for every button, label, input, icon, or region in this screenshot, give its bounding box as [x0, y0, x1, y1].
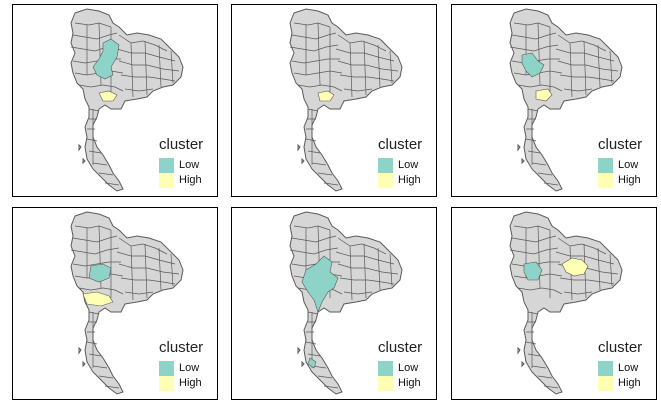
legend: cluster Low High [368, 136, 432, 192]
legend-swatch-low [598, 361, 613, 376]
map-panel-5: cluster Low High [231, 207, 437, 400]
legend-label-low: Low [179, 362, 200, 374]
legend-title: cluster [598, 136, 643, 153]
legend-label-high: High [179, 377, 202, 389]
cluster-high-region-2 [561, 257, 589, 277]
legend-swatch-high [598, 376, 613, 391]
cluster-high-region-2 [82, 291, 114, 307]
legend-label-high: High [179, 174, 202, 186]
province-borders-north [289, 22, 343, 95]
province-borders-south [86, 108, 120, 186]
province-borders-northeast [335, 34, 399, 98]
thailand-map [70, 211, 184, 395]
thailand-map [70, 8, 184, 192]
province-borders [289, 22, 399, 186]
thailand-map [289, 211, 403, 395]
legend-label-high: High [398, 377, 421, 389]
legend-label-high: High [618, 377, 641, 389]
cluster-low-region-1 [92, 38, 120, 80]
legend-label-high: High [398, 174, 421, 186]
thailand-islands [517, 346, 525, 368]
cluster-low-region-1 [301, 255, 339, 313]
legend-label-low: Low [398, 159, 419, 171]
province-borders-northeast [116, 237, 180, 301]
province-borders-northeast [555, 34, 619, 98]
province-borders [70, 22, 180, 186]
legend: cluster Low High [149, 136, 213, 192]
legend-swatch-high [159, 173, 174, 188]
province-borders-south [305, 108, 339, 186]
cluster-high-region-2 [98, 90, 118, 102]
legend-swatch-low [378, 361, 393, 376]
thailand-islands [297, 346, 305, 368]
map-panel-2: cluster Low High [231, 4, 437, 197]
cluster-high-region-2 [535, 88, 553, 102]
legend-swatch-low [159, 361, 174, 376]
thailand-map [509, 211, 623, 395]
province-borders-south [525, 108, 559, 186]
province-borders [70, 225, 180, 389]
legend-swatch-low [378, 158, 393, 173]
legend-label-high: High [618, 174, 641, 186]
cluster-low-region-2 [307, 357, 317, 369]
map-panel-6: cluster Low High [451, 207, 657, 400]
province-borders-south [305, 311, 339, 389]
legend: cluster Low High [149, 339, 213, 395]
province-borders-northeast [116, 34, 180, 98]
cluster-low-region-1 [521, 52, 545, 78]
cluster-highlights [523, 257, 589, 281]
legend-swatch-low [159, 158, 174, 173]
thailand-islands [78, 143, 86, 165]
legend-label-low: Low [398, 362, 419, 374]
cluster-high-region-1 [317, 90, 335, 102]
legend-swatch-low [598, 158, 613, 173]
legend: cluster Low High [588, 136, 652, 192]
thailand-islands [517, 143, 525, 165]
legend-swatch-high [598, 173, 613, 188]
province-borders-south [86, 311, 120, 389]
legend: cluster Low High [588, 339, 652, 395]
legend-title: cluster [378, 339, 423, 356]
province-borders-northeast [335, 237, 399, 301]
cluster-low-region-1 [523, 261, 543, 281]
cluster-highlights [92, 38, 120, 102]
legend-label-low: Low [179, 159, 200, 171]
legend-title: cluster [159, 136, 204, 153]
legend-swatch-high [159, 376, 174, 391]
thailand-islands [78, 346, 86, 368]
cluster-highlights [301, 255, 339, 369]
province-borders-south [525, 311, 559, 389]
cluster-highlights [521, 52, 553, 102]
cluster-highlights [82, 263, 114, 307]
map-panel-1: cluster Low High [12, 4, 218, 197]
legend-swatch-high [378, 376, 393, 391]
thailand-map [509, 8, 623, 192]
cluster-highlights [317, 90, 335, 102]
cluster-low-region-1 [88, 263, 112, 283]
map-panel-3: cluster Low High [451, 4, 657, 197]
thailand-islands [297, 143, 305, 165]
legend: cluster Low High [368, 339, 432, 395]
legend-label-low: Low [618, 159, 639, 171]
legend-label-low: Low [618, 362, 639, 374]
legend-swatch-high [378, 173, 393, 188]
legend-title: cluster [378, 136, 423, 153]
thailand-map [289, 8, 403, 192]
map-panel-4: cluster Low High [12, 207, 218, 400]
legend-title: cluster [598, 339, 643, 356]
legend-title: cluster [159, 339, 204, 356]
